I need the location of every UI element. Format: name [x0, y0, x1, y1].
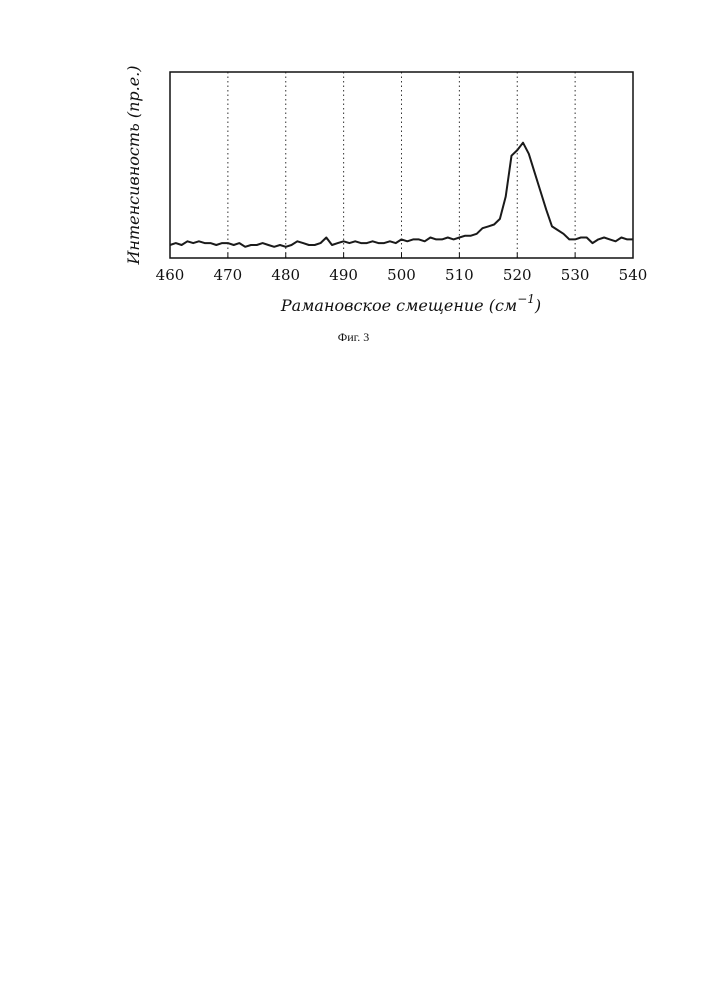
x-axis-label-text: Рамановское смещение (см: [280, 296, 517, 315]
x-axis-label: Рамановское смещение (см−1): [280, 292, 541, 315]
x-tick-label: 470: [214, 266, 243, 284]
x-axis-label-exponent: −1: [517, 292, 535, 306]
x-tick-label: 510: [445, 266, 474, 284]
x-tick-label: 500: [387, 266, 416, 284]
x-tick-label: 480: [271, 266, 300, 284]
x-axis-label-close: ): [534, 296, 541, 315]
x-tick-label: 460: [156, 266, 185, 284]
x-tick-label: 490: [329, 266, 358, 284]
x-tick-label: 530: [561, 266, 590, 284]
x-tick-label: 540: [619, 266, 648, 284]
x-tick-label: 520: [503, 266, 532, 284]
figure-caption: Фиг. 3: [0, 330, 707, 345]
grid-lines: [228, 72, 575, 258]
y-axis-label: Интенсивность (пр.е.): [124, 65, 143, 265]
